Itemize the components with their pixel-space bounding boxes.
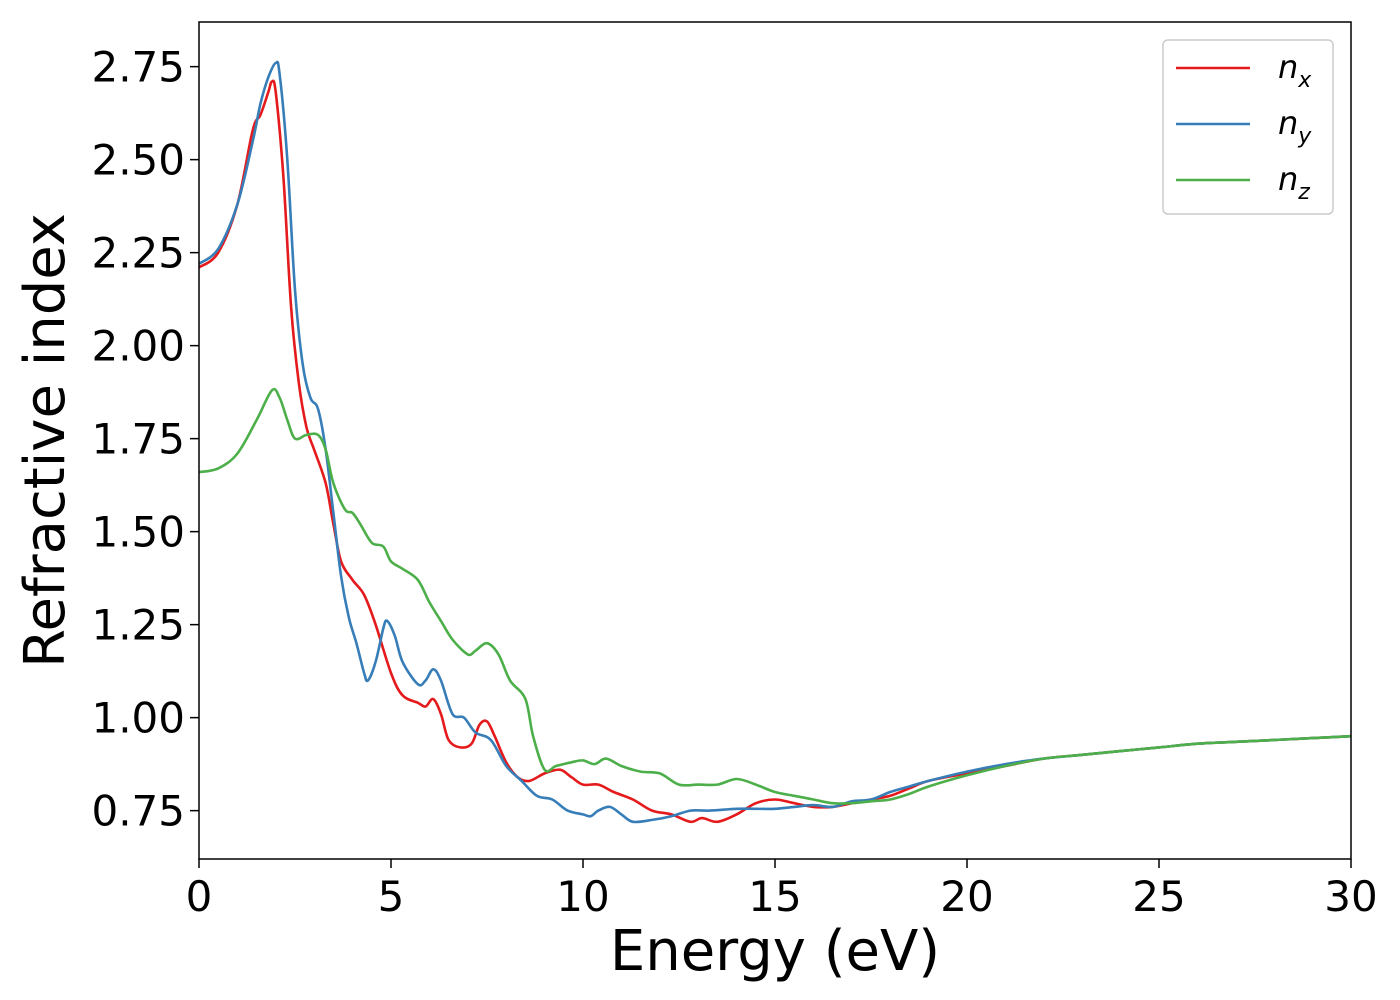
legend-label-nx: nx <box>1278 48 1312 93</box>
x-tick-label: 10 <box>556 872 609 921</box>
x-tick-label: 30 <box>1324 872 1377 921</box>
y-axis-label: Refractive index <box>13 213 78 668</box>
x-tick-label: 20 <box>940 872 993 921</box>
y-tick-label: 2.25 <box>91 229 185 278</box>
legend: nx ny nz <box>1162 39 1334 215</box>
plot-frame <box>198 21 1352 860</box>
legend-label-ny: ny <box>1278 104 1312 149</box>
y-tick-label: 1.00 <box>91 694 185 743</box>
y-tick-label: 0.75 <box>91 787 185 836</box>
y-tick-label: 2.75 <box>91 43 185 92</box>
x-tick-label: 0 <box>186 872 213 921</box>
y-tick-label: 1.75 <box>91 415 185 464</box>
y-tick-label: 2.50 <box>91 136 185 185</box>
y-tick-label: 1.50 <box>91 508 185 557</box>
y-tick-label: 1.25 <box>91 601 185 650</box>
legend-box <box>1162 39 1334 215</box>
plot-area <box>199 60 1351 824</box>
legend-label-nz: nz <box>1278 160 1310 205</box>
y-tick-label: 2.00 <box>91 322 185 371</box>
x-tick-label: 15 <box>748 872 801 921</box>
x-axis-ticks: 0 5 10 15 20 25 30 <box>186 859 1378 921</box>
y-axis-ticks: 0.75 1.00 1.25 1.50 1.75 2.00 2.25 2.50 2.75 <box>91 43 199 836</box>
x-tick-label: 5 <box>378 872 405 921</box>
x-axis-label: Energy (eV) <box>610 919 940 984</box>
series-line-ny <box>199 60 1351 824</box>
x-tick-label: 25 <box>1132 872 1185 921</box>
series-line-nz <box>199 387 1351 805</box>
